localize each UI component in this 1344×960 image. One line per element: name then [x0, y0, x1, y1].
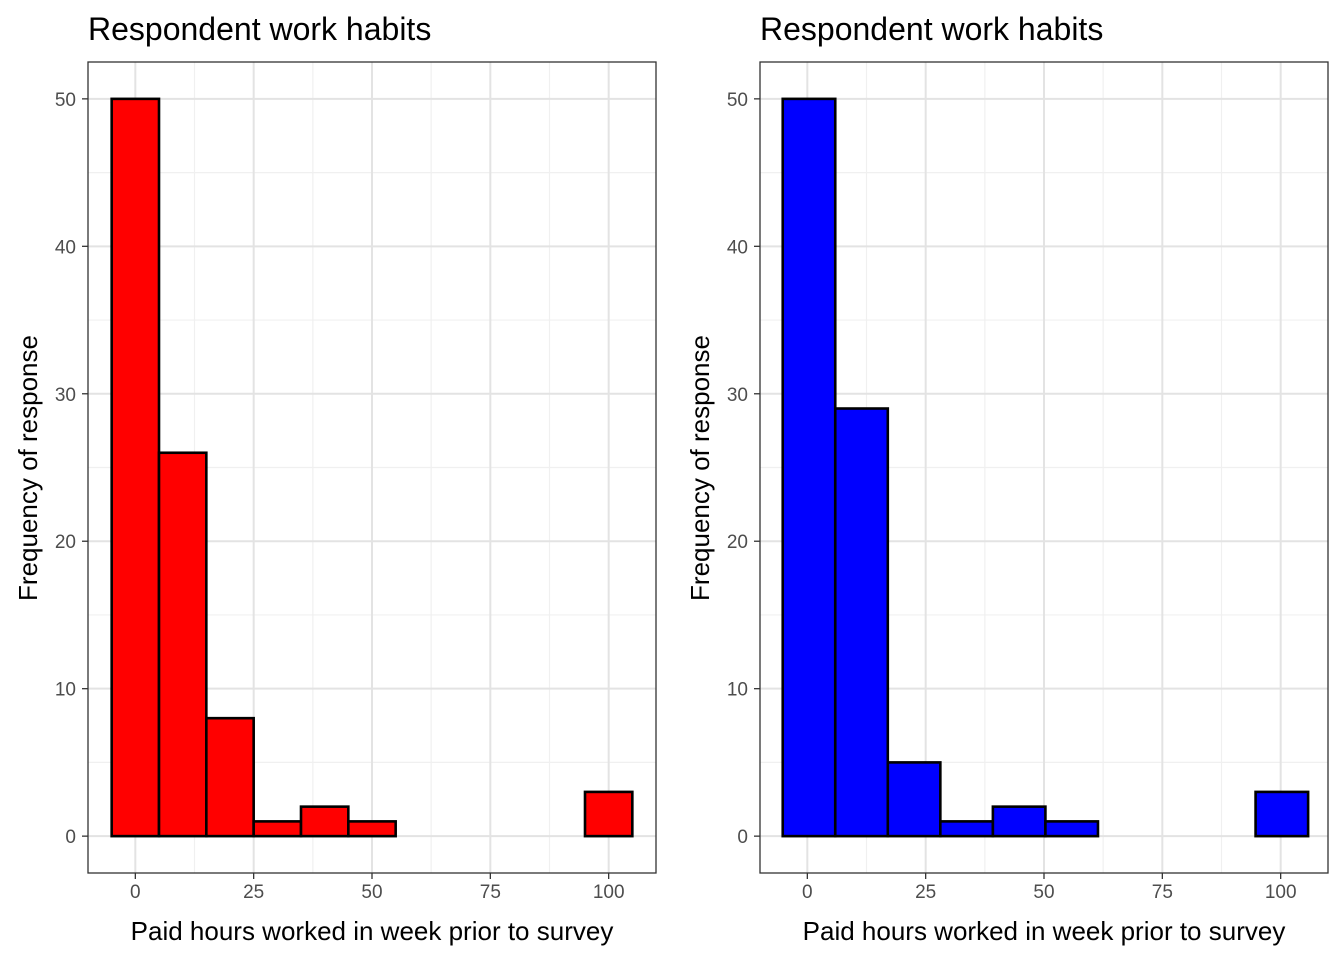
- histogram-bar: [299, 805, 350, 838]
- x-tick-label: 0: [802, 882, 813, 903]
- y-tick-label: 0: [65, 827, 76, 848]
- histogram-bar: [1254, 790, 1310, 838]
- x-tick-label: 25: [915, 882, 936, 903]
- y-tick-label: 10: [55, 680, 76, 701]
- histogram-bar: [110, 97, 161, 838]
- x-tick-label: 75: [1152, 882, 1173, 903]
- histogram-bar: [833, 407, 890, 838]
- histogram-bar: [886, 761, 942, 838]
- histogram-bar: [1044, 820, 1100, 838]
- histogram-bar: [781, 97, 837, 838]
- y-tick-label: 40: [55, 237, 76, 258]
- x-axis-label: Paid hours worked in week prior to surve…: [803, 916, 1286, 946]
- x-tick-label: 25: [243, 882, 264, 903]
- y-axis-label: Frequency of response: [13, 335, 43, 601]
- chart-title: Respondent work habits: [760, 11, 1103, 47]
- y-tick-label: 0: [737, 827, 748, 848]
- histogram-bar: [205, 716, 255, 838]
- y-tick-label: 40: [727, 237, 748, 258]
- y-tick-label: 30: [55, 385, 76, 406]
- x-tick-label: 0: [130, 882, 141, 903]
- bars: [110, 97, 634, 838]
- y-tick-label: 20: [55, 532, 76, 553]
- chart-left: Respondent work habits 0 25 50 75 100 0 10 20 30…: [13, 11, 657, 946]
- x-tick-label: 75: [480, 882, 501, 903]
- axis-ticks: 0 25 50 75 100 0 10 20 30 40 50: [727, 90, 1297, 903]
- histogram-bar: [347, 820, 397, 838]
- chart-right: Respondent work habits 0 25 50 75 100 0 10 20 30…: [685, 11, 1329, 946]
- x-tick-label: 100: [593, 882, 625, 903]
- y-tick-label: 10: [727, 680, 748, 701]
- bars: [781, 97, 1310, 838]
- x-axis-label: Paid hours worked in week prior to surve…: [131, 916, 614, 946]
- histogram-bar: [252, 820, 303, 838]
- chart-title: Respondent work habits: [88, 11, 431, 47]
- histogram-bar: [991, 805, 1047, 838]
- histogram-bar: [157, 451, 208, 838]
- x-tick-label: 50: [361, 882, 382, 903]
- y-axis-label: Frequency of response: [685, 335, 715, 601]
- grid-lines: [760, 62, 1328, 873]
- histogram-bar: [583, 790, 634, 838]
- y-tick-label: 20: [727, 532, 748, 553]
- x-tick-label: 100: [1265, 882, 1297, 903]
- y-tick-label: 50: [55, 90, 76, 111]
- y-tick-label: 30: [727, 385, 748, 406]
- y-tick-label: 50: [727, 90, 748, 111]
- x-tick-label: 50: [1033, 882, 1054, 903]
- axis-ticks: 0 25 50 75 100 0 10 20 30 40 50: [55, 90, 625, 903]
- histogram-bar: [939, 820, 995, 838]
